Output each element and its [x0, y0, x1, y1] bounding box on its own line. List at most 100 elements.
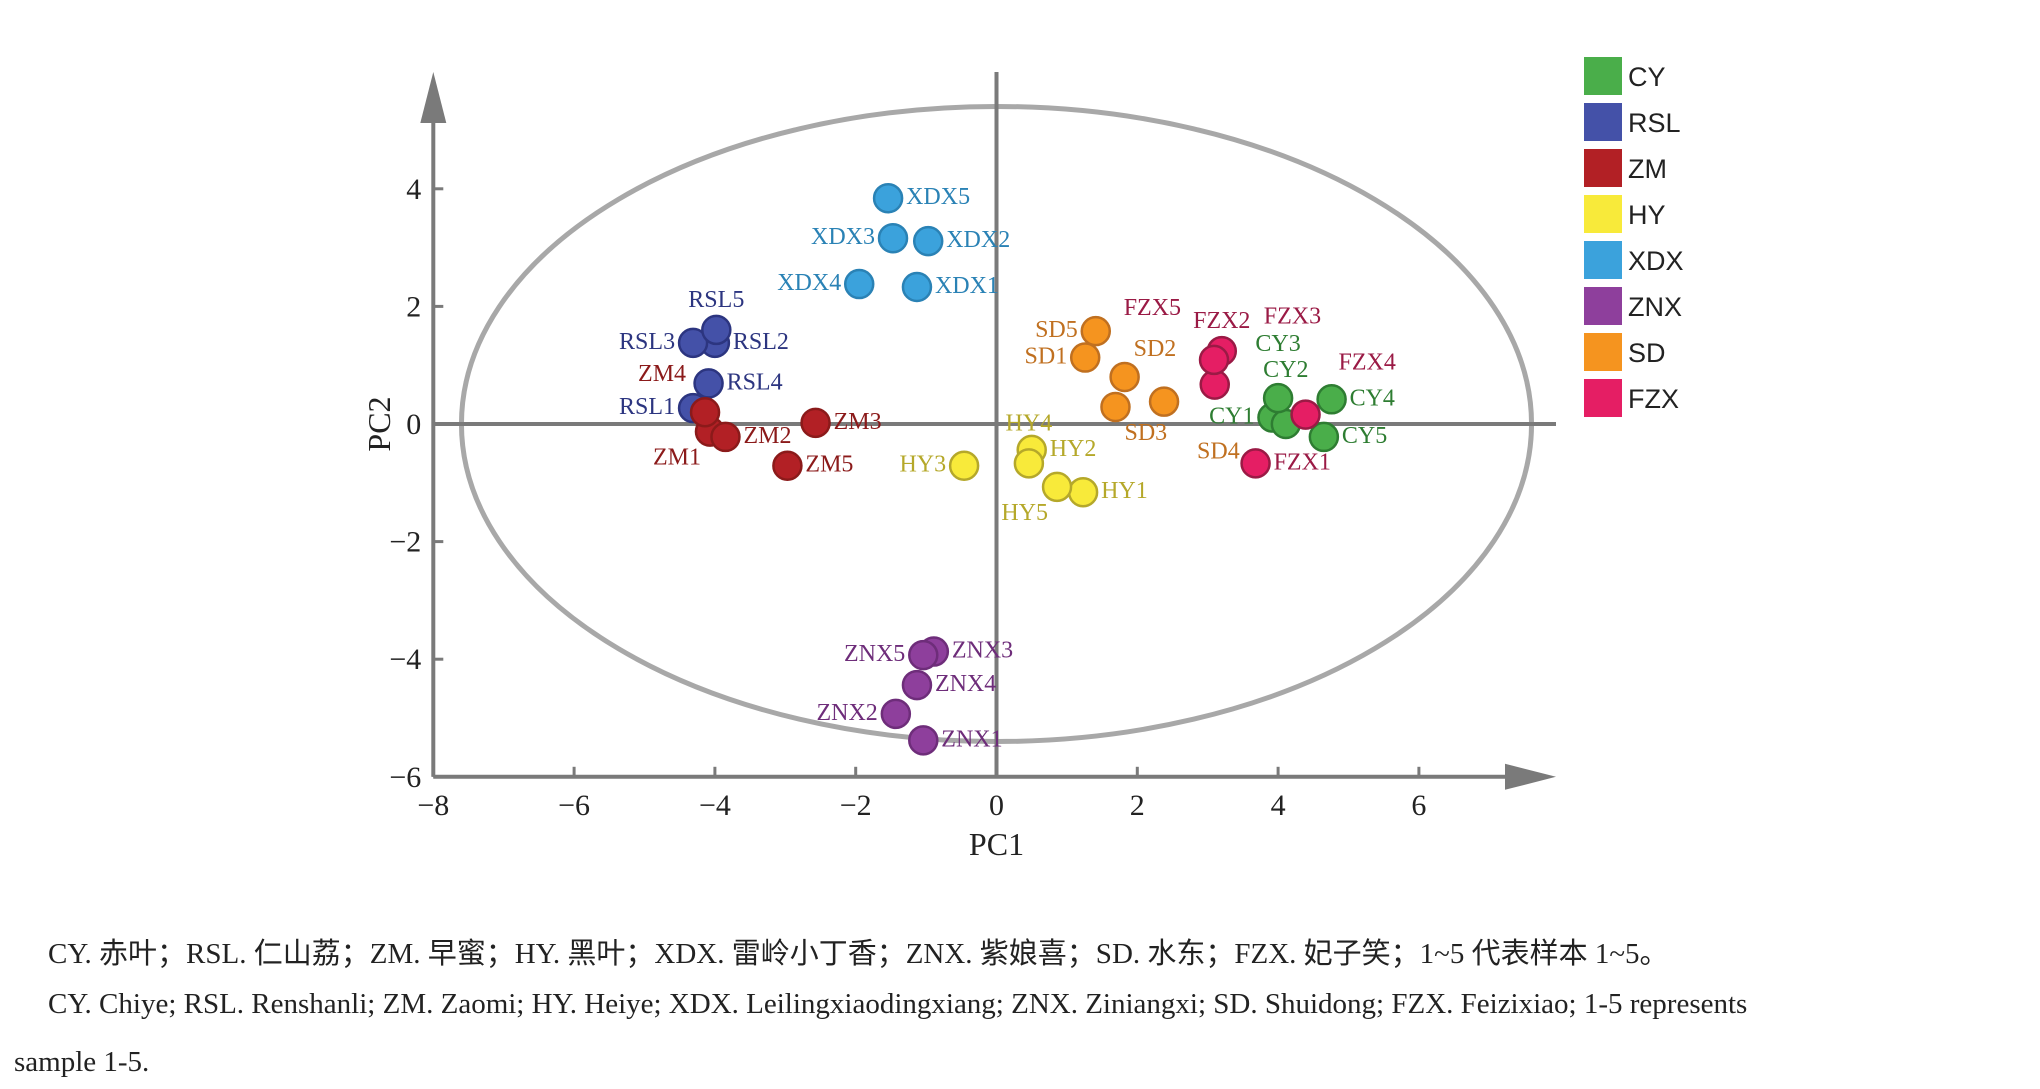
data-label-fzx4: FZX4: [1339, 350, 1396, 376]
series-fzx: FZX1 FZX2 FZX3 FZX4 FZX5: [1124, 295, 1396, 479]
legend-label-zm: ZM: [1628, 154, 1667, 184]
data-label-xdx3: XDX3: [811, 224, 875, 250]
y-axis-label: PC2: [361, 396, 397, 451]
data-label-fzx5: FZX5: [1124, 295, 1181, 321]
data-point-cy3: [1262, 382, 1294, 414]
series-xdx: XDX1 XDX2 XDX3 XDX4 XDX5: [777, 182, 1010, 303]
data-point-znx4: [901, 669, 933, 701]
x-tick-label: −6: [558, 789, 590, 822]
legend-label-rsl: RSL: [1628, 108, 1681, 138]
legend-swatch-cy: [1584, 57, 1622, 95]
data-label-hy3: HY3: [899, 452, 946, 478]
x-tick-label: −4: [699, 789, 731, 822]
series-znx: ZNX1 ZNX2 ZNX3 ZNX4 ZNX5: [816, 636, 1013, 756]
data-point-fzx1: [1240, 448, 1271, 479]
x-tick-label: 0: [989, 789, 1004, 822]
data-point-znx2: [880, 698, 912, 730]
data-label-rsl3: RSL3: [619, 329, 675, 355]
legend-swatch-znx: [1584, 287, 1622, 325]
data-label-znx2: ZNX2: [816, 700, 877, 726]
data-label-znx1: ZNX1: [941, 726, 1002, 752]
y-axis-arrow: [420, 72, 447, 123]
data-label-sd1: SD1: [1025, 344, 1068, 370]
data-label-zm1: ZM1: [653, 445, 701, 471]
data-label-rsl5: RSL5: [688, 287, 744, 313]
x-tick-label: −8: [417, 789, 449, 822]
legend-label-cy: CY: [1628, 62, 1666, 92]
data-label-fzx1: FZX1: [1274, 449, 1331, 475]
y-tick-label: 2: [406, 290, 421, 323]
data-label-hy1: HY1: [1101, 478, 1148, 504]
legend-swatch-hy: [1584, 195, 1622, 233]
data-label-hy2: HY2: [1050, 436, 1097, 462]
data-label-zm5: ZM5: [805, 452, 853, 478]
data-label-xdx5: XDX5: [906, 184, 970, 210]
data-label-cy1: CY1: [1209, 404, 1254, 430]
data-point-znx1: [908, 725, 939, 756]
data-point-rsl3: [677, 327, 709, 359]
legend-label-fzx: FZX: [1628, 384, 1679, 414]
legend-label-hy: HY: [1628, 200, 1666, 230]
x-tick-label: 4: [1271, 789, 1286, 822]
data-point-hy5: [1041, 471, 1073, 503]
x-tick-label: −2: [840, 789, 872, 822]
data-point-xdx2: [912, 225, 944, 257]
x-axis-label: PC1: [969, 826, 1024, 862]
data-point-zm2: [710, 421, 741, 453]
data-point-hy3: [948, 450, 980, 481]
legend-label-xdx: XDX: [1628, 246, 1684, 276]
data-label-fzx2: FZX2: [1193, 308, 1250, 334]
x-tick-label: 6: [1411, 789, 1426, 822]
data-point-sd3: [1100, 391, 1131, 423]
data-point-fzx4: [1290, 399, 1321, 430]
data-label-xdx1: XDX1: [935, 273, 999, 299]
data-label-hy4: HY4: [1006, 410, 1053, 436]
data-point-fzx5: [1198, 344, 1230, 376]
data-point-xdx1: [901, 271, 933, 303]
data-label-sd4: SD4: [1197, 439, 1240, 465]
data-point-cy5: [1308, 421, 1340, 453]
data-point-sd5: [1080, 315, 1112, 347]
data-label-xdx4: XDX4: [777, 270, 841, 296]
data-point-rsl4: [693, 368, 724, 399]
pca-score-plot: −8 −6 −4 −2 0 2 4 6−6−4−2024PC1PC2CYRSLZMHYXDXZ…: [361, 57, 1684, 862]
data-label-cy5: CY5: [1342, 423, 1387, 449]
x-tick-label: 2: [1130, 789, 1145, 822]
data-label-xdx2: XDX2: [946, 227, 1010, 253]
caption-english: CY. Chiye; RSL. Renshanli; ZM. Zaomi; HY…: [48, 988, 1748, 1020]
data-point-zm4: [689, 396, 721, 428]
data-label-hy5: HY5: [1001, 500, 1048, 526]
data-label-sd2: SD2: [1134, 336, 1177, 362]
data-label-sd3: SD3: [1124, 420, 1167, 446]
x-axis-arrow: [1505, 763, 1556, 790]
data-label-zm3: ZM3: [834, 409, 882, 435]
data-label-rsl2: RSL2: [733, 329, 789, 355]
data-label-cy4: CY4: [1350, 385, 1395, 411]
series-sd: SD1 SD2 SD3 SD4 SD5: [1025, 315, 1240, 465]
y-tick-label: 4: [406, 173, 421, 206]
legend-swatch-sd: [1584, 333, 1622, 371]
data-point-xdx4: [843, 268, 875, 300]
data-label-rsl1: RSL1: [619, 394, 675, 420]
legend-label-sd: SD: [1628, 338, 1666, 368]
data-label-fzx3: FZX3: [1264, 304, 1321, 330]
data-point-sd2: [1109, 361, 1140, 393]
data-label-zm2: ZM2: [743, 423, 791, 449]
legend-swatch-rsl: [1584, 103, 1622, 141]
y-tick-label: −2: [389, 526, 421, 559]
data-point-xdx5: [872, 182, 904, 214]
data-point-cy4: [1316, 384, 1347, 415]
data-label-cy3: CY3: [1255, 331, 1300, 357]
y-tick-label: −4: [389, 643, 421, 676]
data-label-znx5: ZNX5: [844, 641, 905, 667]
data-point-sd4: [1148, 386, 1180, 417]
data-point-rsl5: [701, 314, 732, 346]
data-label-zm4: ZM4: [638, 361, 686, 387]
legend-swatch-fzx: [1584, 379, 1622, 417]
series-zm: ZM1 ZM2 ZM3 ZM4 ZM5: [638, 361, 882, 481]
data-point-znx5: [908, 639, 939, 671]
y-tick-label: 0: [406, 408, 421, 441]
data-point-xdx3: [877, 222, 909, 254]
legend-swatch-xdx: [1584, 241, 1622, 279]
